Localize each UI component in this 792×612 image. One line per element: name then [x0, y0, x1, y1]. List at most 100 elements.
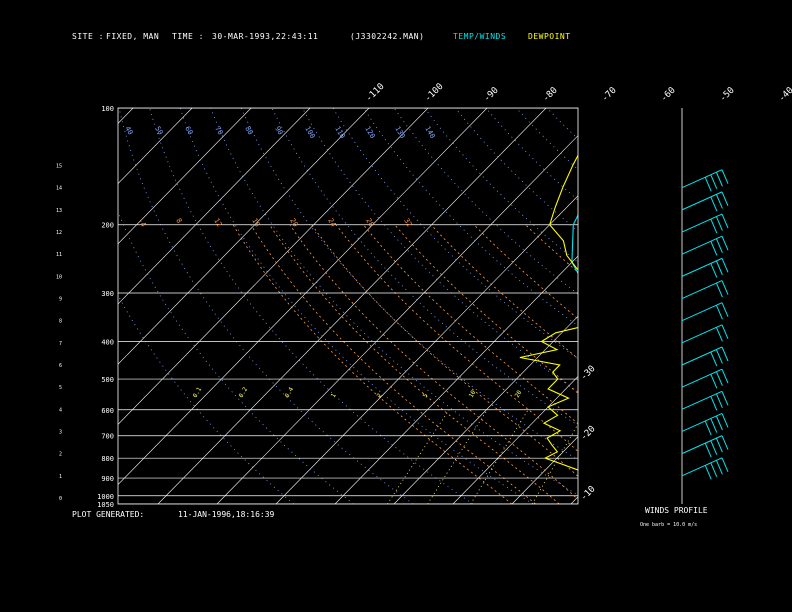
wind-barb-flag: [715, 393, 723, 409]
mixing-ratio-line: [781, 410, 792, 504]
moist-adiabat: [250, 224, 536, 504]
generated-value: 11-JAN-1996,18:16:39: [178, 510, 275, 519]
temperature-profile-line: [571, 213, 578, 275]
dry-adiabat-label: 100: [303, 125, 316, 140]
wind-barb-flag: [721, 457, 729, 472]
wind-barb-staff: [681, 213, 723, 233]
dry-adiabat: [118, 294, 294, 504]
wind-barb-flag: [715, 172, 723, 187]
wind-barb-flag: [710, 462, 718, 478]
moist-adiabat: [269, 224, 560, 504]
moist-adiabat-label: 20: [288, 217, 299, 228]
wind-barb-staff: [681, 169, 723, 189]
isotherm: [0, 108, 74, 504]
moist-adiabat: [232, 224, 513, 504]
barb-note: One barb = 10.0 m/s: [640, 522, 698, 528]
top-temperature-label: -40: [777, 86, 792, 105]
dry-adiabat-label: 60: [183, 125, 194, 136]
moist-adiabat-label: 28: [364, 217, 375, 228]
isotherm: [393, 315, 578, 504]
time-label: TIME :: [172, 32, 204, 41]
wind-barb-staff: [681, 435, 723, 455]
dry-adiabat-label: 130: [393, 125, 406, 140]
height-tick-label: 9: [59, 297, 62, 303]
winds-profile-title: WINDS PROFILE: [645, 506, 708, 515]
wind-barb-flag: [715, 437, 723, 453]
dry-adiabat: [424, 108, 578, 263]
dry-adiabat: [454, 108, 578, 232]
wind-barb-flag: [715, 371, 723, 386]
plot-frame: [117, 107, 579, 505]
isotherm: [452, 376, 578, 504]
temp-legend: TEMP/WINDS: [453, 32, 507, 41]
isotherm: [216, 135, 578, 504]
mixing-ratio-label: 0.2: [238, 386, 250, 399]
mixing-ratio-line: [387, 409, 450, 504]
wind-barb-flag: [710, 351, 718, 367]
height-tick-label: 6: [59, 363, 62, 369]
wind-barb-staff: [681, 191, 723, 211]
wind-barb-flag: [715, 238, 723, 253]
dry-adiabat: [485, 108, 578, 201]
mixing-ratio-label: 20: [514, 389, 524, 399]
top-temperature-label: -90: [482, 86, 501, 105]
wind-barb-flag: [710, 241, 718, 256]
generated-label: PLOT GENERATED:: [72, 510, 145, 519]
pressure-tick-label: 300: [101, 290, 114, 298]
wind-barb-flag: [710, 374, 718, 389]
wind-barb-flag: [710, 396, 718, 411]
moist-adiabat: [335, 224, 578, 452]
dry-adiabat: [271, 108, 578, 426]
height-tick-label: 15: [56, 164, 62, 170]
isotherm: [118, 108, 488, 486]
mixing-ratio-label: 0.4: [284, 386, 296, 399]
wind-barb-flag: [704, 177, 712, 192]
isotherm: [118, 108, 370, 365]
file-name: (J3302242.MAN): [350, 32, 425, 41]
dry-adiabat: [669, 108, 792, 504]
wind-barb-flag: [710, 196, 718, 212]
moist-adiabat-label: 24: [326, 217, 337, 228]
isotherm: [511, 436, 578, 504]
pressure-tick-label: 500: [101, 376, 114, 384]
mixing-ratio-label: 0.1: [192, 386, 204, 399]
dewpoint-legend: DEWPOINT: [528, 32, 571, 41]
mixing-ratio-line: [427, 409, 488, 504]
isotherm: [118, 108, 252, 245]
height-tick-label: 7: [59, 341, 62, 347]
wind-barb-flag: [704, 443, 712, 458]
top-temperature-label: -50: [718, 86, 737, 105]
isotherm: [275, 195, 578, 504]
moist-adiabat-label: 8: [174, 217, 183, 225]
wind-barb-flag: [715, 327, 723, 342]
wind-barb-staff: [681, 257, 723, 277]
mixing-ratio-label: 1: [330, 392, 338, 399]
dry-adiabat: [516, 108, 578, 170]
wind-barb-staff: [681, 457, 723, 477]
dry-adiabat: [577, 108, 578, 110]
dry-adiabat: [149, 108, 474, 504]
wind-barb-flag: [715, 305, 723, 320]
pressure-tick-label: 600: [101, 407, 114, 415]
dry-adiabat: [179, 108, 534, 504]
dry-adiabat: [546, 108, 578, 140]
top-temperature-label: -100: [423, 82, 445, 104]
wind-barb-staff: [681, 368, 723, 388]
height-tick-label: 13: [56, 208, 62, 214]
height-tick-label: 0: [59, 496, 62, 502]
dewpoint-profile-line: [519, 154, 578, 471]
moist-adiabat: [289, 224, 578, 501]
height-tick-label: 14: [56, 186, 62, 192]
dry-adiabat: [393, 108, 578, 295]
wind-barb-staff: [681, 324, 723, 344]
height-tick-label: 12: [56, 230, 62, 236]
moist-adiabat: [473, 224, 578, 320]
moist-adiabat: [587, 225, 772, 504]
wind-barb-flag: [721, 368, 729, 384]
moist-adiabat-label: 12: [212, 217, 223, 228]
pressure-tick-label: 1050: [97, 501, 114, 509]
pressure-tick-label: 100: [101, 105, 114, 113]
wind-barb-flag: [715, 282, 723, 298]
dry-adiabat-label: 70: [213, 125, 224, 136]
mixing-ratio-line: [716, 410, 759, 504]
